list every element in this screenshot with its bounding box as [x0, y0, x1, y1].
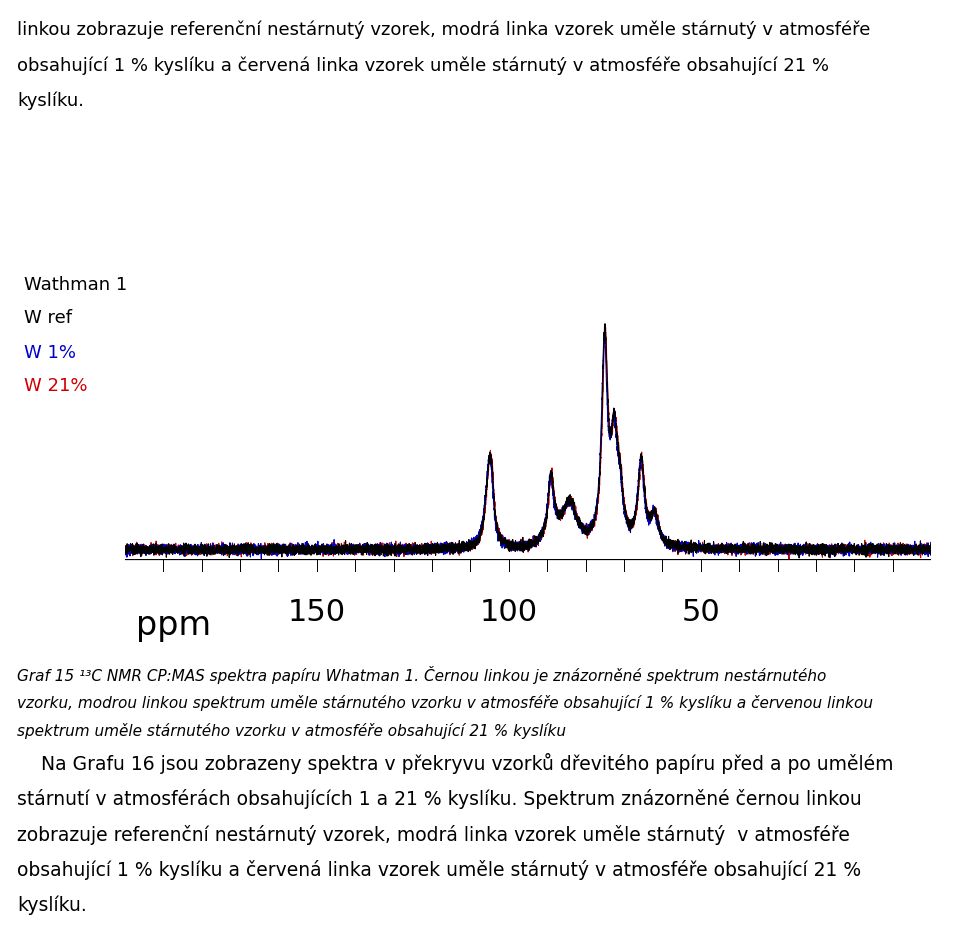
Text: Graf 15 ¹³C NMR CP:MAS spektra papíru Whatman 1. Černou linkou je znázorněné spe: Graf 15 ¹³C NMR CP:MAS spektra papíru Wh…: [17, 666, 827, 684]
Text: kyslíku.: kyslíku.: [17, 92, 84, 110]
Text: Na Grafu 16 jsou zobrazeny spektra v překryvu vzorků dřevitého papíru před a po : Na Grafu 16 jsou zobrazeny spektra v pře…: [17, 753, 894, 774]
Text: spektrum uměle stárnutého vzorku v atmosféře obsahující 21 % kyslíku: spektrum uměle stárnutého vzorku v atmos…: [17, 723, 566, 739]
Text: kyslíku.: kyslíku.: [17, 896, 87, 915]
Text: linkou zobrazuje referenční nestárnutý vzorek, modrá linka vzorek uměle stárnutý: linkou zobrazuje referenční nestárnutý v…: [17, 21, 871, 39]
Text: Wathman 1: Wathman 1: [24, 276, 128, 295]
Text: ppm: ppm: [136, 609, 211, 642]
Text: obsahující 1 % kyslíku a červená linka vzorek uměle stárnutý v atmosféře obsahuj: obsahující 1 % kyslíku a červená linka v…: [17, 860, 861, 880]
Text: W ref: W ref: [24, 309, 72, 328]
Text: 50: 50: [682, 598, 720, 627]
Text: stárnutí v atmosférách obsahujících 1 a 21 % kyslíku. Spektrum znázorněné černou: stárnutí v atmosférách obsahujících 1 a …: [17, 789, 862, 809]
Text: zobrazuje referenční nestárnutý vzorek, modrá linka vzorek uměle stárnutý  v atm: zobrazuje referenční nestárnutý vzorek, …: [17, 825, 851, 844]
Text: vzorku, modrou linkou spektrum uměle stárnutého vzorku v atmosféře obsahující 1 : vzorku, modrou linkou spektrum uměle stá…: [17, 695, 874, 710]
Text: W 1%: W 1%: [24, 344, 76, 362]
Text: 100: 100: [480, 598, 538, 627]
Text: 150: 150: [288, 598, 346, 627]
Text: obsahující 1 % kyslíku a červená linka vzorek uměle stárnutý v atmosféře obsahuj: obsahující 1 % kyslíku a červená linka v…: [17, 56, 829, 75]
Text: W 21%: W 21%: [24, 376, 87, 395]
